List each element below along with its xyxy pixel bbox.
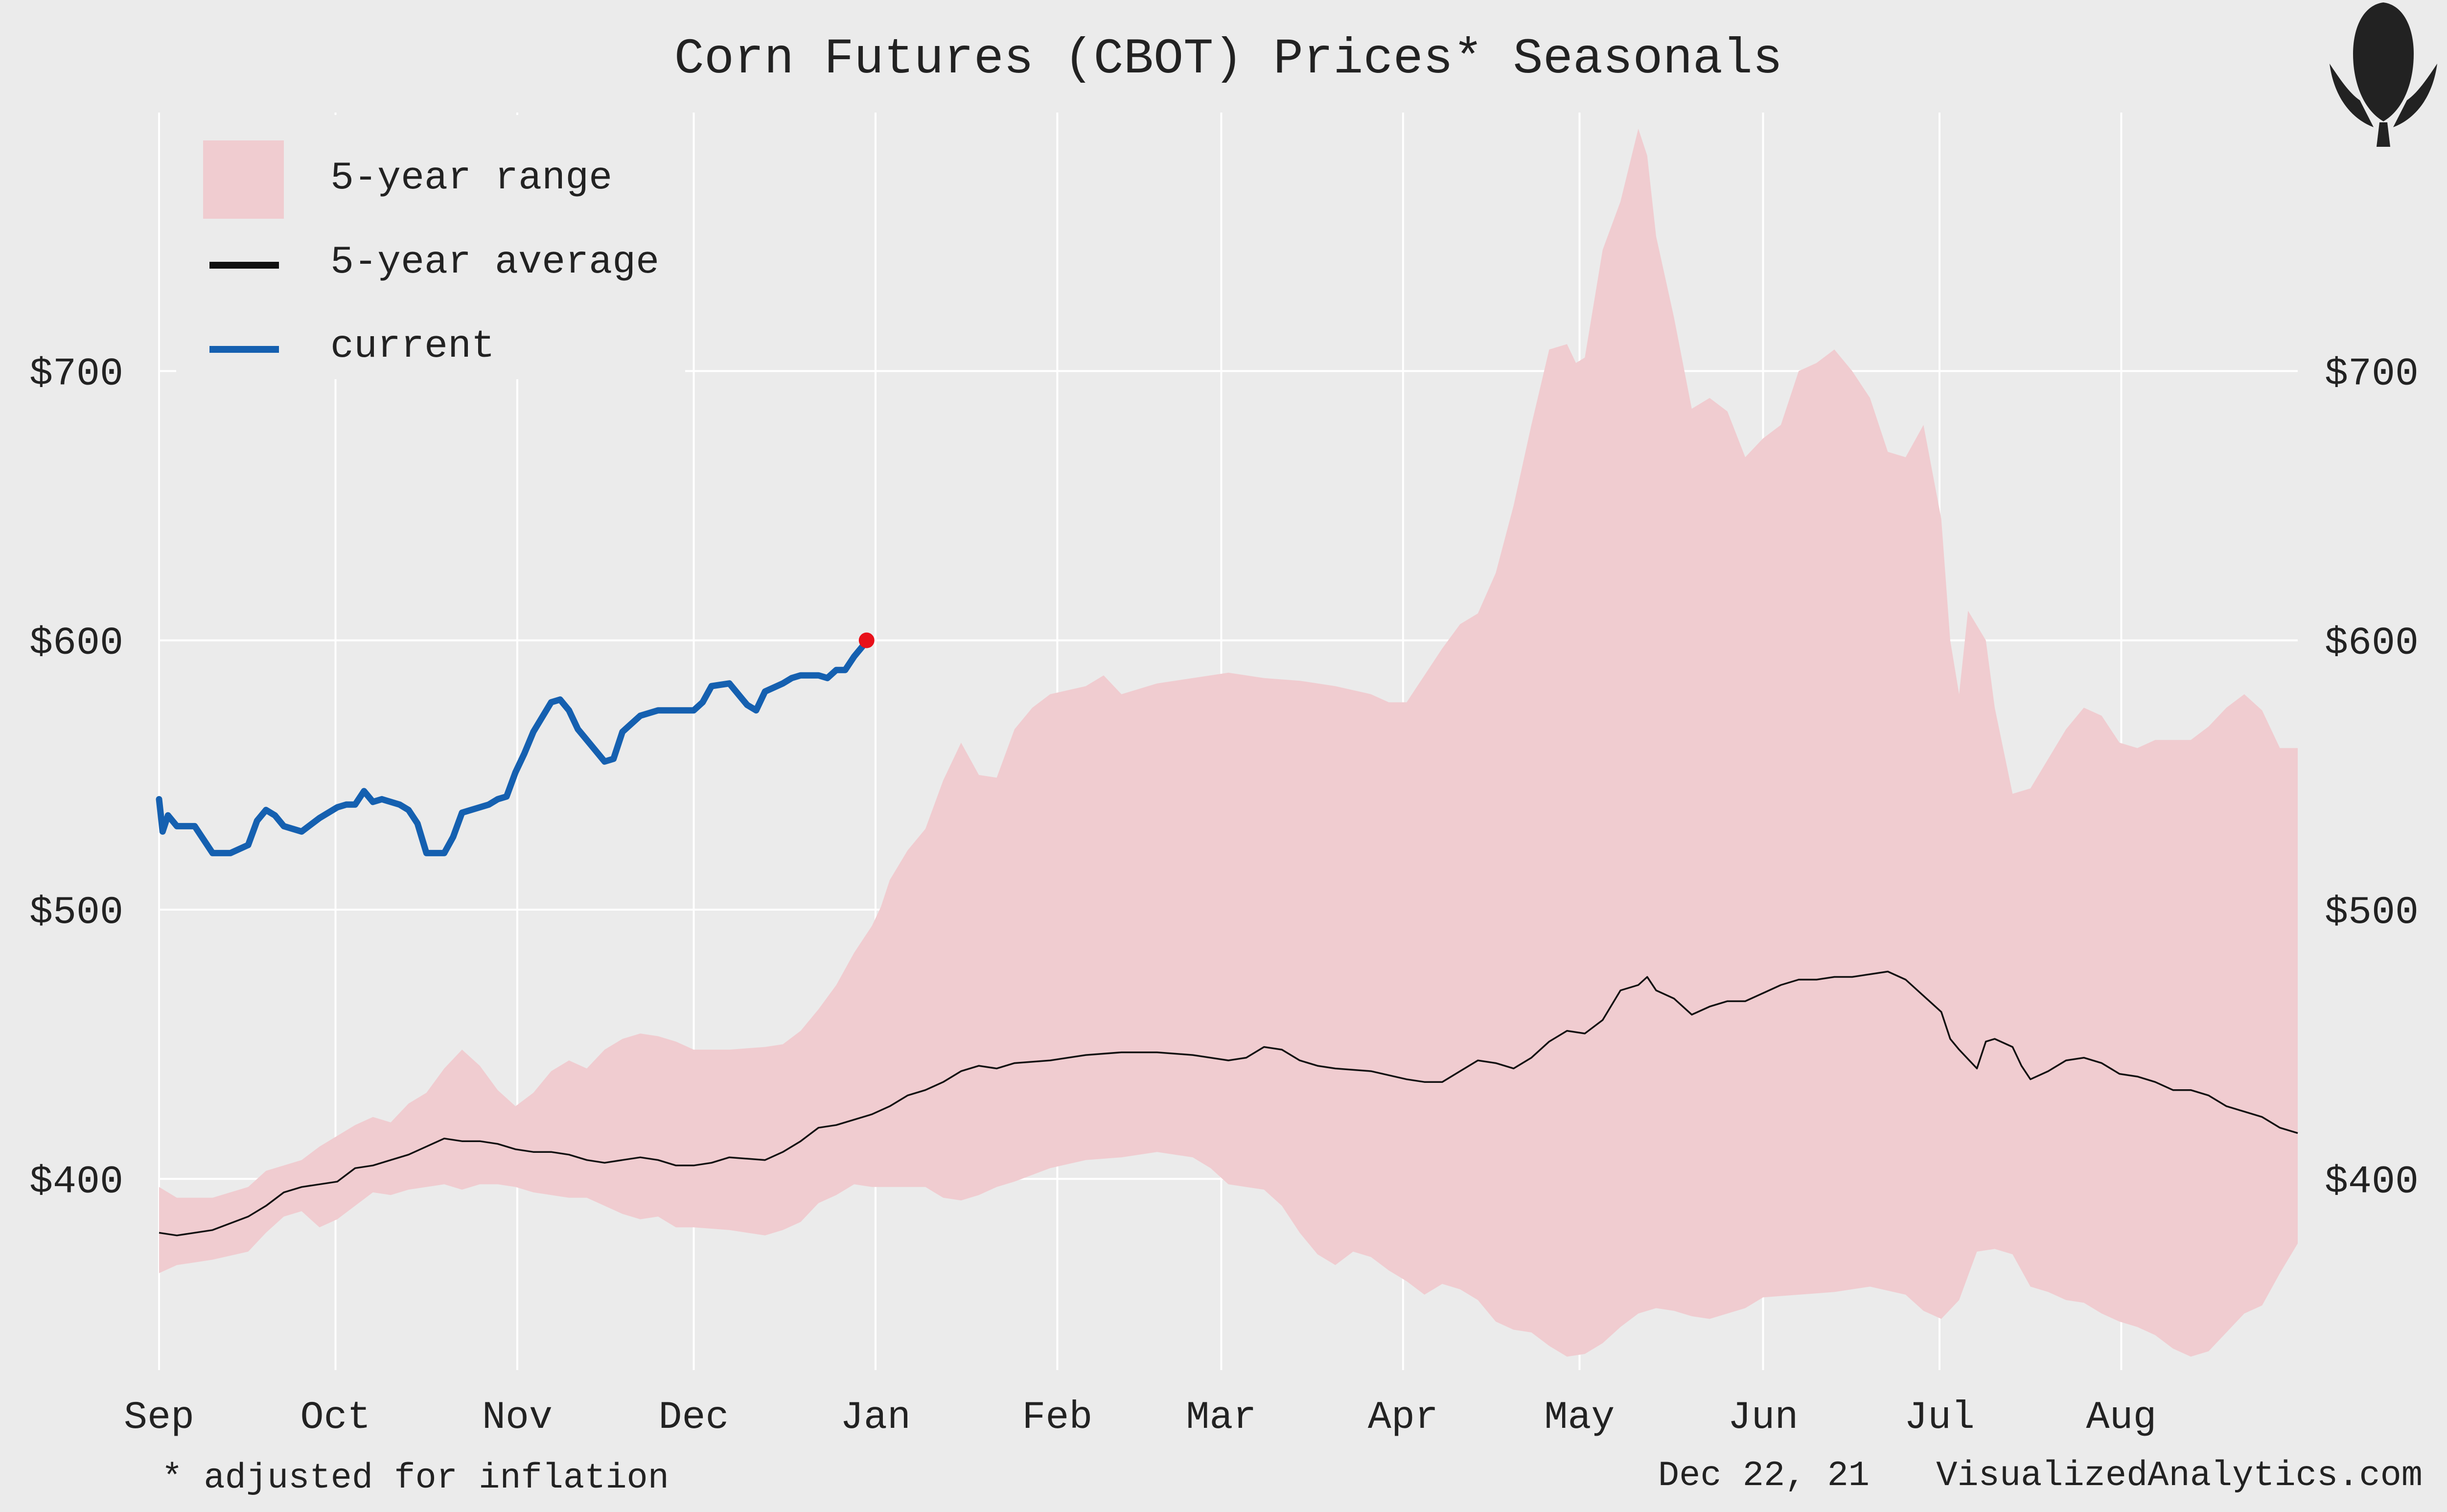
- x-tick-label: Jan: [840, 1396, 911, 1440]
- current-end-marker: [858, 632, 875, 648]
- y-tick-label-left: $400: [29, 1160, 123, 1204]
- average-line: [159, 970, 2298, 1237]
- y-tick-label-right: $500: [2325, 891, 2419, 935]
- current-line-layer: [156, 632, 875, 856]
- x-tick-label: Feb: [1022, 1396, 1092, 1440]
- tick-labels: Sep Oct Nov Dec Jan Feb Mar Apr May Jun Jul Aug $400…: [29, 352, 2419, 1440]
- x-tick-label: Apr: [1368, 1396, 1438, 1440]
- footnote: * adjusted for inflation: [162, 1458, 669, 1498]
- date-label: Dec 22, 21: [1658, 1456, 1870, 1496]
- y-tick-label-left: $600: [29, 621, 123, 666]
- x-tick-label: Aug: [2086, 1396, 2156, 1440]
- legend: 5-year range 5-year average current: [176, 115, 685, 379]
- x-tick-label: Mar: [1186, 1396, 1256, 1440]
- chart-title: Corn Futures (CBOT) Prices* Seasonals: [674, 31, 1783, 88]
- range-band-layer: [159, 129, 2298, 1357]
- x-tick-label: Jun: [1728, 1396, 1798, 1440]
- y-tick-label-right: $700: [2325, 352, 2419, 396]
- average-line-layer: [159, 970, 2298, 1237]
- legend-range-label: 5-year range: [330, 156, 612, 201]
- current-line: [156, 637, 870, 856]
- x-tick-label: Nov: [482, 1396, 553, 1440]
- source-label: VisualizedAnalytics.com: [1936, 1456, 2423, 1496]
- legend-average-label: 5-year average: [330, 240, 659, 285]
- range-band: [159, 129, 2298, 1357]
- legend-current-label: current: [330, 324, 495, 369]
- x-tick-label: Jul: [1904, 1396, 1975, 1440]
- x-tick-label: Oct: [300, 1396, 371, 1440]
- corn-icon: [2330, 2, 2437, 147]
- y-tick-label-right: $600: [2325, 621, 2419, 666]
- legend-range-swatch: [203, 140, 284, 219]
- x-tick-label: Dec: [658, 1396, 729, 1440]
- y-tick-label-left: $700: [29, 352, 123, 396]
- x-tick-label: May: [1544, 1396, 1615, 1440]
- y-tick-label-right: $400: [2325, 1160, 2419, 1204]
- y-tick-label-left: $500: [29, 891, 123, 935]
- x-tick-label: Sep: [124, 1396, 194, 1440]
